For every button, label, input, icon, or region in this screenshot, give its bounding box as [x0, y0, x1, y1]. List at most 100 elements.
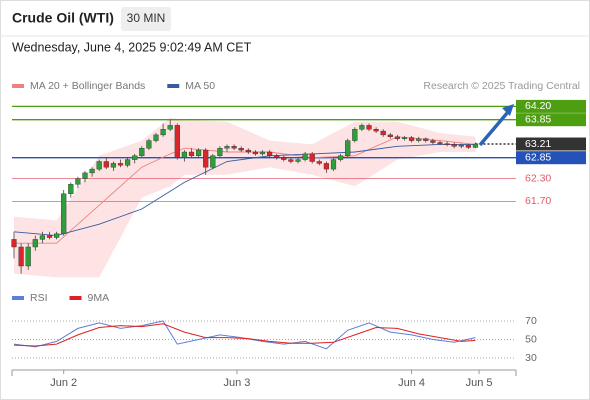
x-tick-label: Jun 5: [466, 377, 493, 389]
candle-body: [437, 142, 443, 144]
candle-body: [394, 136, 401, 139]
candle-body: [54, 233, 60, 238]
candle-body: [302, 153, 308, 160]
candle-body: [139, 147, 145, 156]
candle-body: [416, 138, 422, 141]
level-label: 63.85: [525, 113, 551, 125]
legend-swatch: [69, 296, 82, 300]
candle-body: [345, 140, 351, 157]
interval-badge[interactable]: [121, 7, 171, 31]
candle-body: [82, 172, 88, 179]
level-label: 62.85: [525, 151, 551, 163]
candle-body: [245, 149, 251, 153]
candle-body: [373, 128, 379, 132]
level-label: 61.70: [525, 195, 551, 207]
candle-body: [451, 144, 457, 147]
candle-body: [203, 149, 209, 168]
level-label-box: [516, 151, 586, 165]
legend-label: MA 20 + Bollinger Bands: [30, 80, 145, 92]
legend-swatch: [12, 296, 24, 300]
candle-body: [281, 157, 287, 160]
candle-body: [401, 137, 408, 139]
candle-body: [217, 147, 223, 156]
candle-body: [181, 151, 188, 158]
candle-body: [146, 140, 152, 149]
candle-body: [444, 143, 450, 145]
candle-body: [409, 137, 415, 141]
candle-body: [153, 134, 159, 141]
candle-body: [103, 161, 109, 168]
candle-body: [330, 159, 337, 170]
candle-body: [39, 235, 46, 240]
level-label-box: [516, 99, 586, 113]
candle-body: [132, 155, 138, 160]
candle-body: [117, 163, 124, 166]
timestamp: Wednesday, June 4, 2025 9:02:49 AM CET: [12, 40, 252, 54]
x-tick-label: Jun 3: [223, 377, 250, 389]
x-tick-label: Jun 4: [398, 377, 425, 389]
candle-body: [160, 128, 166, 136]
candle-body: [380, 130, 386, 136]
candle-body: [472, 143, 479, 148]
credit: Research © 2025 Trading Central: [423, 80, 580, 92]
candle-body: [458, 144, 464, 147]
candle-body: [465, 144, 472, 148]
candle-body: [210, 155, 216, 168]
candle-body: [167, 125, 173, 130]
candle-body: [309, 153, 315, 162]
legend-swatch: [167, 84, 180, 88]
level-label: 64.20: [525, 100, 551, 112]
candle-body: [316, 161, 322, 164]
indicator-line: [13, 323, 476, 347]
candle-body: [188, 151, 195, 156]
y-tick-label: 70: [525, 315, 537, 327]
candle-body: [259, 151, 266, 155]
candle-body: [295, 159, 301, 162]
trend-arrow-head: [502, 104, 514, 116]
level-label: 62.30: [525, 172, 551, 184]
candle-body: [288, 159, 294, 162]
candle-body: [46, 235, 53, 238]
candle-body: [430, 140, 436, 143]
candle-body: [61, 193, 67, 234]
candle-body: [359, 125, 365, 130]
legend-swatch: [12, 84, 24, 88]
candle-body: [267, 151, 273, 156]
candle-body: [25, 246, 31, 267]
instrument-title: Crude Oil (WTI): [12, 10, 114, 26]
candle-body: [18, 246, 24, 267]
candle-body: [68, 184, 74, 195]
x-tick-label: Jun 2: [50, 377, 77, 389]
candle-body: [96, 161, 102, 170]
candle-body: [75, 178, 81, 185]
candle-body: [11, 239, 17, 248]
candle-body: [231, 146, 237, 149]
candle-body: [174, 125, 180, 158]
candle-body: [124, 159, 131, 166]
candle-body: [224, 146, 230, 149]
candle-body: [238, 147, 244, 151]
candle-body: [323, 163, 330, 170]
candle-body: [274, 155, 280, 158]
level-label-box: [516, 137, 586, 151]
level-label-box: [516, 113, 586, 127]
candle-body: [338, 155, 344, 160]
candle-body: [423, 138, 429, 141]
candle-body: [195, 149, 202, 157]
legend-label: RSI: [30, 292, 48, 304]
y-tick-label: 30: [525, 352, 537, 364]
candle-body: [387, 134, 393, 137]
trend-arrow: [478, 110, 510, 147]
candle-body: [89, 168, 95, 174]
indicator-line: [13, 143, 476, 237]
candle-body: [366, 125, 372, 130]
indicator-line: [13, 320, 476, 350]
y-tick-label: 50: [525, 333, 537, 345]
legend-label: 9MA: [88, 292, 110, 304]
interval-label[interactable]: 30 MIN: [127, 11, 166, 25]
candle-body: [32, 239, 38, 248]
level-label: 63.21: [525, 138, 551, 150]
candle-body: [352, 128, 358, 141]
candle-body: [110, 163, 117, 168]
